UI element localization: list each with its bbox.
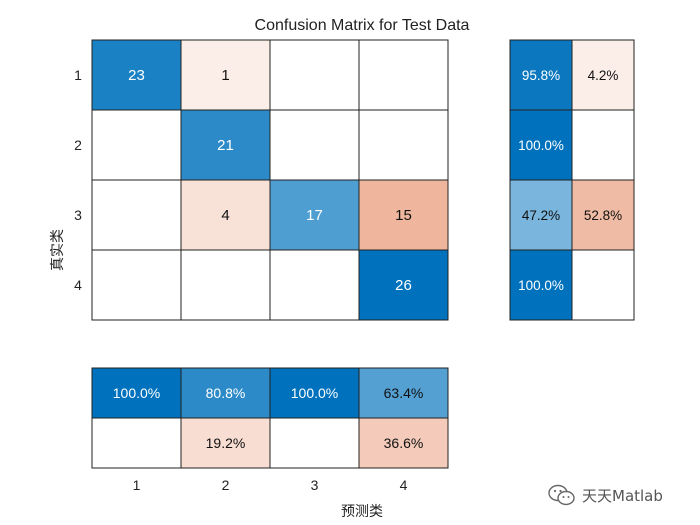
x-tick-label: 2 [222, 477, 230, 493]
column-summary-incorrect-cell [269, 417, 360, 469]
column-summary-incorrect-value: 36.6% [384, 435, 424, 451]
matrix-cell-value: 21 [217, 137, 234, 154]
column-summary-correct-value: 80.8% [206, 385, 246, 401]
row-summary-correct-value: 100.0% [518, 138, 564, 153]
row-summary-correct-cell [509, 249, 573, 321]
matrix-cell [180, 179, 271, 251]
matrix-cell-value: 15 [395, 207, 412, 224]
row-summary-correct-value: 47.2% [522, 208, 560, 223]
wechat-icon [548, 484, 575, 506]
row-summary-correct-cell [509, 39, 573, 111]
column-summary-incorrect-cell [358, 417, 449, 469]
matrix-cell [269, 179, 360, 251]
matrix-cell [358, 179, 449, 251]
y-tick-label: 1 [74, 67, 82, 83]
row-summary-incorrect-cell [571, 179, 635, 251]
x-tick-label: 3 [311, 477, 319, 493]
matrix-cell [91, 39, 182, 111]
column-summary-correct-value: 100.0% [113, 385, 160, 401]
matrix-cell-value: 17 [306, 207, 323, 224]
y-tick-label: 2 [74, 137, 82, 153]
matrix-cell [358, 39, 449, 111]
matrix-cell [180, 109, 271, 181]
column-summary-incorrect-cell [91, 417, 182, 469]
matrix-cell [91, 249, 182, 321]
column-summary-incorrect-cell [180, 417, 271, 469]
y-tick-label: 4 [74, 277, 82, 293]
chart-title: Confusion Matrix for Test Data [255, 17, 470, 34]
confusion-matrix-grid: 23 1 21 4 17 15 26 [91, 39, 449, 321]
matrix-cell-value: 4 [221, 207, 229, 224]
watermark-text: 天天Matlab [582, 486, 663, 505]
row-summary-correct-value: 100.0% [518, 278, 564, 293]
x-axis-label: 预测类 [341, 504, 383, 520]
row-summary-incorrect-cell [571, 109, 635, 181]
column-summary-correct-cell [91, 367, 182, 419]
matrix-cell [91, 179, 182, 251]
matrix-cell-value: 1 [221, 67, 229, 84]
matrix-cell [269, 109, 360, 181]
column-summary-correct-value: 100.0% [291, 385, 338, 401]
y-axis-label: 真实类 [50, 229, 66, 271]
matrix-cell [358, 249, 449, 321]
row-summary-correct-cell [509, 109, 573, 181]
matrix-cell [269, 39, 360, 111]
matrix-cell [358, 109, 449, 181]
y-tick-label: 3 [74, 207, 82, 223]
matrix-cell-value: 23 [128, 67, 145, 84]
column-summary-correct-cell [358, 367, 449, 419]
row-summary-incorrect-cell [571, 249, 635, 321]
row-summary-grid: 95.8% 4.2% 100.0% 47.2% 52.8% 100.0% [509, 39, 635, 321]
matrix-cell [269, 249, 360, 321]
column-summary-correct-cell [269, 367, 360, 419]
row-summary-incorrect-value: 4.2% [588, 68, 619, 83]
watermark: 天天Matlab [548, 480, 663, 510]
matrix-cell-value: 26 [395, 277, 412, 294]
column-summary-incorrect-value: 19.2% [206, 435, 246, 451]
matrix-cell [180, 249, 271, 321]
column-summary-grid: 100.0% 80.8% 19.2% 100.0% 63.4% 36.6% [91, 367, 449, 469]
x-tick-label: 1 [133, 477, 141, 493]
row-summary-incorrect-value: 52.8% [584, 208, 622, 223]
matrix-cell [91, 109, 182, 181]
x-tick-label: 4 [400, 477, 408, 493]
row-summary-correct-value: 95.8% [522, 68, 560, 83]
column-summary-correct-value: 63.4% [384, 385, 424, 401]
matrix-cell [180, 39, 271, 111]
